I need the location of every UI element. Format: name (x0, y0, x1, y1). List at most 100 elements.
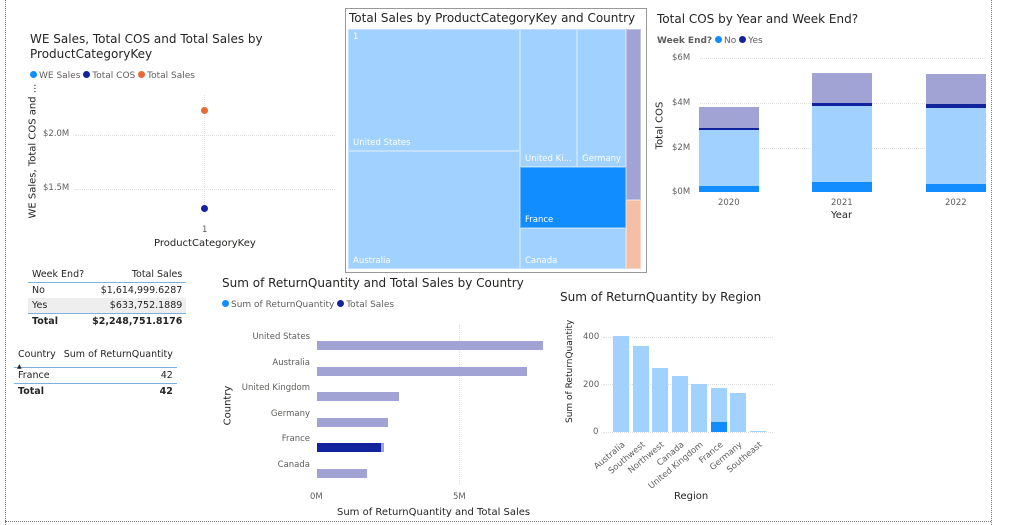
bars-xlabel: Sum of ReturnQuantity and Total Sales (337, 507, 531, 518)
bar[interactable] (749, 431, 766, 432)
bar-no[interactable] (926, 107, 986, 184)
col-header-sorted[interactable]: Country (18, 349, 56, 360)
legend-dot (739, 36, 747, 43)
cell: 42 (159, 386, 173, 397)
bar-no-highlight[interactable] (699, 186, 759, 192)
table-row[interactable]: France 42 (14, 368, 177, 384)
point-total-cos[interactable] (201, 205, 208, 212)
bar-yes-highlight[interactable] (699, 127, 759, 130)
bar-yes[interactable] (699, 107, 759, 128)
y-tick: Canada (277, 459, 310, 470)
y-tick: 0 (593, 427, 599, 437)
bar[interactable] (730, 393, 746, 432)
x-tick: 0M (310, 492, 323, 502)
point-total-sales[interactable] (201, 107, 208, 114)
legend-title: Week End? (657, 36, 713, 46)
bar[interactable] (317, 366, 528, 376)
bar[interactable] (652, 367, 668, 432)
legend-return-qty[interactable]: Sum of ReturnQuantity (231, 300, 335, 310)
bar-highlight[interactable] (317, 443, 381, 452)
tile-category-2[interactable] (626, 29, 641, 200)
total-row: Total $2,248,751.8176 (28, 313, 187, 330)
gridline (603, 384, 773, 385)
gridline (75, 189, 335, 190)
cos-title: Total COS by Year and Week End? (657, 12, 859, 26)
right-border (991, 0, 992, 525)
gridline (700, 58, 985, 59)
bar-highlight[interactable] (710, 422, 727, 432)
cell: $633,752.1889 (109, 300, 183, 311)
col-header[interactable]: Sum of ReturnQuantity (63, 349, 173, 360)
col-header[interactable]: Total Sales (131, 269, 183, 280)
scatter-legend: WE Sales Total COS Total Sales (30, 71, 195, 81)
bar[interactable] (317, 417, 388, 427)
y-tick: $1.5M (43, 183, 70, 193)
sort-ascending-icon[interactable]: ▲ (17, 363, 22, 370)
tile-united-states[interactable]: 1 United States (348, 29, 520, 151)
tile-label: Australia (353, 256, 391, 266)
tile-germany[interactable]: Germany (577, 29, 626, 167)
bar-yes[interactable] (812, 72, 872, 104)
cell: Total (18, 386, 44, 397)
scatter-title: WE Sales, Total COS and Total Sales by (30, 32, 263, 46)
tile-france[interactable]: France (520, 167, 626, 228)
table-row[interactable]: No $1,614,999.6287 (28, 283, 186, 299)
tile-australia[interactable]: Australia (348, 151, 520, 269)
bar-yes[interactable] (926, 73, 986, 105)
y-tick: Germany (270, 408, 310, 419)
y-tick: $4M (672, 98, 691, 108)
legend-total-sales[interactable]: Total Sales (147, 71, 195, 81)
legend-yes[interactable]: Yes (748, 36, 763, 46)
week-end-table[interactable]: Week End? Total Sales No $1,614,999.6287 Y… (28, 267, 187, 330)
x-tick: 2020 (718, 198, 740, 208)
gridline (459, 325, 460, 485)
legend-dot (30, 71, 37, 78)
cos-xlabel: Year (831, 210, 853, 221)
bottom-border (5, 521, 991, 522)
x-tick: 1 (202, 225, 208, 235)
total-row: Total 42 (14, 384, 177, 400)
col-header[interactable]: Week End? (32, 269, 85, 280)
bar[interactable] (317, 392, 400, 401)
legend-total-sales[interactable]: Total Sales (346, 300, 395, 310)
bar-yes-highlight[interactable] (926, 104, 986, 108)
x-gridline (204, 95, 205, 210)
tile-label: France (525, 215, 554, 225)
x-tick: 2021 (831, 198, 853, 208)
bar-no-highlight[interactable] (926, 183, 986, 192)
legend-we-sales[interactable]: WE Sales (39, 71, 81, 81)
tile-category-3[interactable] (626, 200, 641, 269)
y-tick: Australia (272, 357, 310, 368)
y-tick: $2.0M (43, 129, 70, 139)
country-table[interactable]: Country Sum of ReturnQuantity France 42 To… (14, 347, 177, 399)
bar[interactable] (632, 346, 649, 432)
treemap-visual[interactable] (345, 8, 647, 273)
table-row[interactable]: Yes $633,752.1889 (28, 298, 187, 314)
bar[interactable] (671, 375, 688, 432)
y-tick: 200 (583, 380, 600, 390)
legend-total-cos[interactable]: Total COS (92, 71, 136, 81)
bar[interactable] (317, 468, 367, 478)
y-tick: 400 (583, 332, 600, 342)
y-tick: France (281, 434, 310, 444)
tile-canada[interactable]: Canada (520, 228, 626, 269)
bar-no-highlight[interactable] (812, 181, 872, 192)
legend-no[interactable]: No (724, 36, 737, 46)
bar[interactable] (710, 388, 727, 432)
bar-no[interactable] (699, 129, 759, 187)
gridline (75, 135, 335, 136)
region-ylabel: Sum of ReturnQuantity (565, 319, 575, 423)
y-tick: United Kingdom (241, 383, 310, 393)
bar-yes-highlight[interactable] (812, 103, 872, 107)
bar[interactable] (613, 336, 629, 432)
bar-no[interactable] (812, 106, 872, 182)
bar[interactable] (317, 341, 544, 350)
bar[interactable] (691, 384, 707, 432)
cell: $1,614,999.6287 (100, 285, 183, 296)
region-xlabel: Region (674, 491, 709, 502)
cos-ylabel: Total COS (654, 101, 666, 150)
tile-united-kingdom[interactable]: United Ki... (520, 29, 577, 167)
bars-title: Sum of ReturnQuantity and Total Sales by… (222, 276, 524, 290)
y-tick: United States (252, 332, 310, 342)
cell: Yes (32, 300, 48, 311)
